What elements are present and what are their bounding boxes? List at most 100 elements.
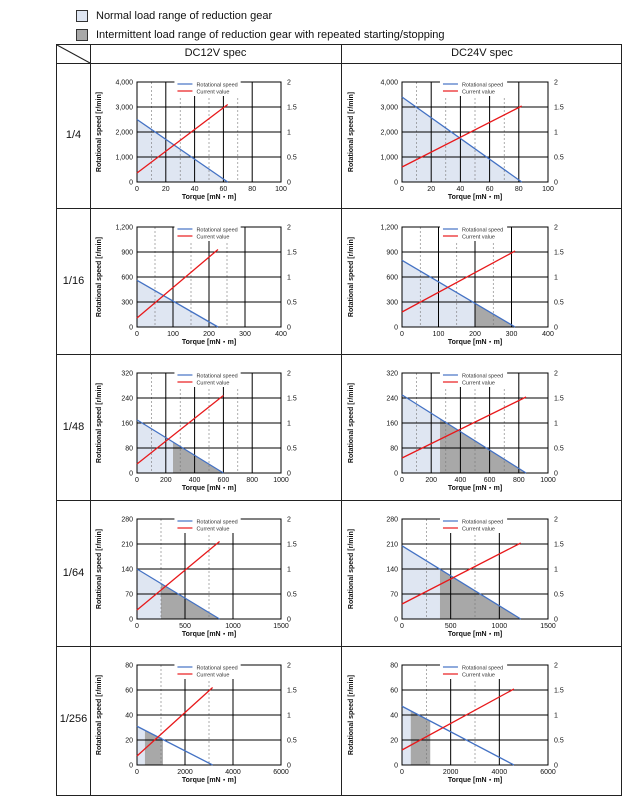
y2-tick-label: 2 — [554, 663, 558, 670]
header-corner-diagonal — [56, 44, 91, 64]
x-tick-label: 300 — [506, 331, 518, 338]
y-tick-label: 0 — [129, 180, 133, 187]
ratio-label-1-4: 1/4 — [65, 129, 82, 141]
current-value-line — [136, 687, 214, 757]
x-tick-label: 100 — [433, 331, 445, 338]
y2-tick-label: 1.5 — [287, 105, 297, 112]
normal-load-region — [137, 419, 173, 473]
x-tick-label: 0 — [400, 623, 404, 630]
ratio-label-1-16: 1/16 — [62, 275, 85, 287]
y-tick-label: 0 — [129, 763, 133, 770]
x-axis-title: Torque [mN・m] — [182, 339, 236, 346]
x-tick-label: 2000 — [443, 769, 459, 776]
x-tick-label: 60 — [486, 186, 494, 193]
y-tick-label: 900 — [386, 250, 398, 257]
y-axis-title: Rotational speed [r/min] — [348, 237, 355, 317]
y-tick-label: 320 — [386, 371, 398, 378]
y2-tick-label: 1 — [554, 130, 558, 137]
y2-tick-label: 0.5 — [554, 738, 564, 745]
x-tick-label: 6000 — [540, 769, 556, 776]
y-tick-label: 280 — [121, 517, 133, 524]
y-axis-title: Rotational speed [r/min] — [348, 92, 355, 172]
y-tick-label: 0 — [394, 763, 398, 770]
x-tick-label: 20 — [427, 186, 435, 193]
rotational-speed-line — [401, 545, 522, 620]
y-tick-label: 70 — [125, 592, 133, 599]
y-tick-label: 20 — [125, 738, 133, 745]
y-tick-label: 1,200 — [115, 225, 133, 232]
legend-current-label: Current value — [462, 527, 495, 533]
y-tick-label: 900 — [121, 250, 133, 257]
y-axis-title: Rotational speed [r/min] — [348, 383, 355, 463]
y-tick-label: 70 — [390, 592, 398, 599]
current-value-line — [136, 540, 220, 611]
y-tick-label: 40 — [390, 713, 398, 720]
x-tick-label: 200 — [160, 477, 172, 484]
y2-tick-label: 1 — [554, 421, 558, 428]
x-tick-label: 1000 — [492, 623, 508, 630]
x-tick-label: 100 — [542, 186, 554, 193]
y-tick-label: 2,000 — [380, 130, 398, 137]
y-tick-label: 0 — [129, 325, 133, 332]
legend-current-label: Current value — [462, 673, 495, 679]
y2-tick-label: 2 — [287, 517, 291, 524]
rotational-speed-line — [401, 394, 527, 474]
column-header-dc24v: DC24V spec — [451, 47, 513, 59]
x-tick-label: 300 — [239, 331, 251, 338]
x-tick-label: 600 — [218, 477, 230, 484]
x-tick-label: 200 — [469, 331, 481, 338]
legend-current-label: Current value — [462, 381, 495, 387]
y2-tick-label: 1 — [287, 275, 291, 282]
y2-tick-label: 1.5 — [554, 250, 564, 257]
y2-tick-label: 1.5 — [554, 105, 564, 112]
legend-speed-label: Rotational speed — [196, 666, 237, 672]
y2-tick-label: 0.5 — [287, 300, 297, 307]
y-axis-title: Rotational speed [r/min] — [96, 675, 103, 755]
y2-tick-label: 2 — [554, 371, 558, 378]
legend-normal: Normal load range of reduction gear — [76, 9, 272, 23]
y-tick-label: 1,000 — [380, 155, 398, 162]
y-tick-label: 0 — [129, 617, 133, 624]
rotational-speed-line — [136, 279, 219, 328]
rotational-speed-line — [136, 118, 229, 183]
y-tick-label: 1,200 — [380, 225, 398, 232]
legend-current-label: Current value — [462, 90, 495, 96]
y2-tick-label: 1 — [287, 421, 291, 428]
x-tick-label: 0 — [135, 769, 139, 776]
legend-intermittent-label: Intermittent load range of reduction gea… — [96, 29, 445, 41]
legend-speed-label: Rotational speed — [462, 83, 503, 89]
x-tick-label: 400 — [455, 477, 467, 484]
y2-tick-label: 2 — [554, 517, 558, 524]
y-axis-title: Rotational speed [r/min] — [96, 383, 103, 463]
y-tick-label: 3,000 — [115, 105, 133, 112]
y2-tick-label: 1.5 — [287, 542, 297, 549]
legend-speed-label: Rotational speed — [462, 666, 503, 672]
intermittent-load-region — [144, 730, 163, 765]
x-axis-title: Torque [mN・m] — [182, 631, 236, 638]
x-tick-label: 800 — [513, 477, 525, 484]
y-axis-title: Rotational speed [r/min] — [96, 92, 103, 172]
x-tick-label: 4000 — [492, 769, 508, 776]
y2-tick-label: 0 — [554, 180, 558, 187]
intermittent-swatch — [76, 29, 88, 41]
y-tick-label: 20 — [390, 738, 398, 745]
intermittent-load-region — [475, 303, 516, 327]
x-tick-label: 0 — [135, 477, 139, 484]
y-tick-label: 240 — [386, 396, 398, 403]
x-tick-label: 500 — [445, 623, 457, 630]
legend-current-label: Current value — [196, 673, 229, 679]
legend-speed-label: Rotational speed — [196, 228, 237, 234]
y-tick-label: 80 — [125, 446, 133, 453]
x-tick-label: 0 — [135, 331, 139, 338]
y-tick-label: 80 — [390, 663, 398, 670]
x-tick-label: 500 — [179, 623, 191, 630]
y2-tick-label: 1.5 — [554, 542, 564, 549]
legend-current-label: Current value — [196, 381, 229, 387]
legend-speed-label: Rotational speed — [462, 374, 503, 380]
y2-tick-label: 0.5 — [287, 592, 297, 599]
y-tick-label: 4,000 — [115, 80, 133, 87]
y2-tick-label: 1 — [287, 713, 291, 720]
